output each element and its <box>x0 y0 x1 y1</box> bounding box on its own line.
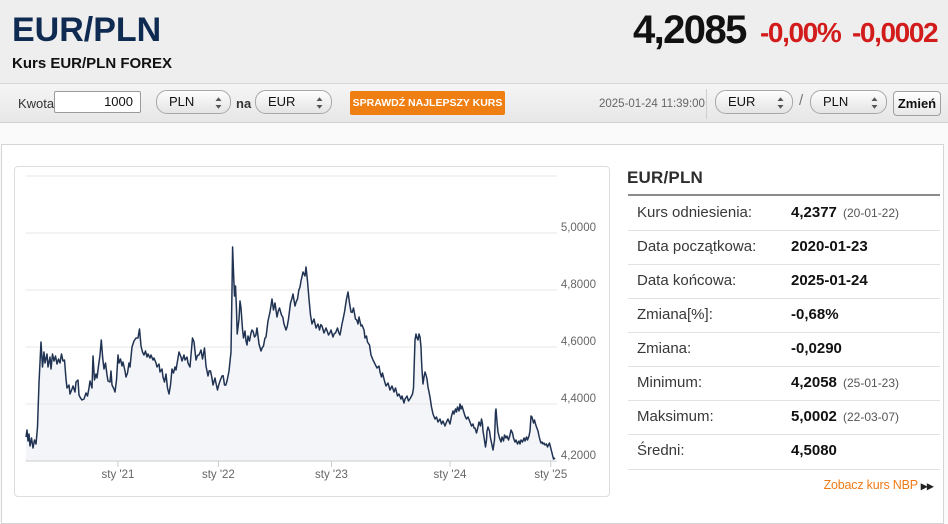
svg-text:sty '25: sty '25 <box>534 469 567 481</box>
svg-text:4,2000: 4,2000 <box>561 450 596 462</box>
svg-text:sty '21: sty '21 <box>102 469 135 481</box>
svg-text:sty '24: sty '24 <box>434 469 467 481</box>
svg-text:4,4000: 4,4000 <box>561 393 596 405</box>
svg-text:4,6000: 4,6000 <box>561 336 596 348</box>
svg-text:sty '23: sty '23 <box>315 469 348 481</box>
svg-text:4,8000: 4,8000 <box>561 279 596 291</box>
svg-text:sty '22: sty '22 <box>202 469 235 481</box>
svg-text:5,0000: 5,0000 <box>561 222 596 234</box>
